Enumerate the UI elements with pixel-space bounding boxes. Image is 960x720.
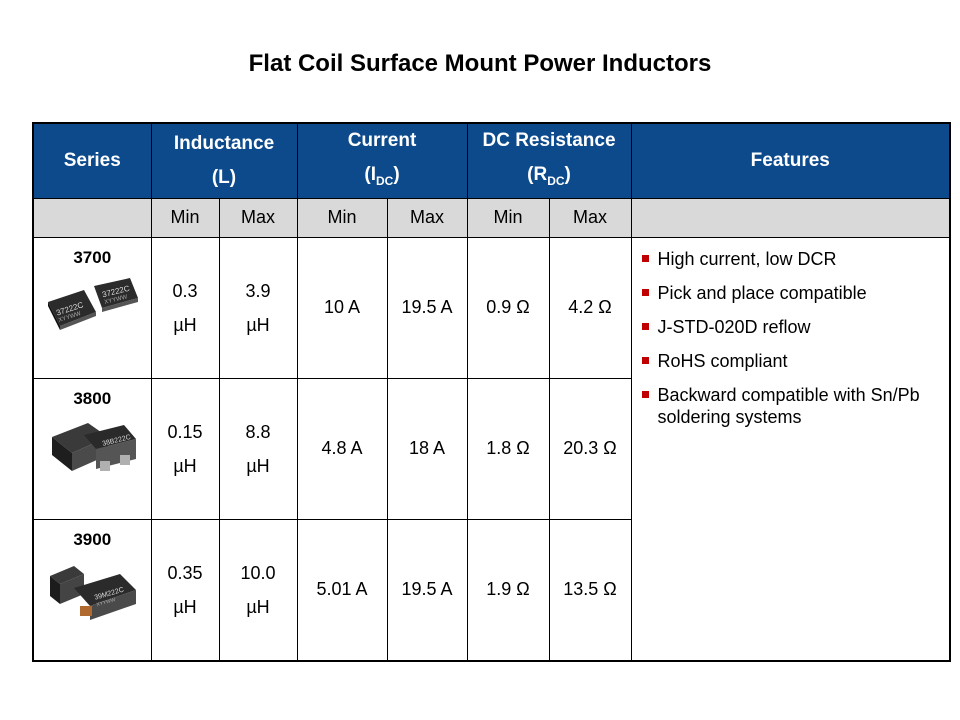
header-inductance: Inductance (L)	[150, 122, 298, 199]
table-row: 3800 38B222C 0.15 µH 8.8 µH 4.8 A 18 A 1.8…	[32, 377, 950, 520]
resistance-min: 1.9 Ω	[466, 518, 550, 662]
header-features: Features	[630, 122, 951, 199]
inductor-3800-image: 38B222C	[52, 422, 137, 471]
resistance-min: 1.8 Ω	[466, 377, 550, 520]
svg-text:XYYWW: XYYWW	[96, 597, 117, 608]
series-cell: 3800 38B222C	[32, 377, 152, 520]
header-row: Series Inductance (L) Current (IDC) DC Res…	[32, 122, 951, 199]
bullet-square-icon	[641, 254, 649, 262]
inductance-max: 8.8 µH	[218, 377, 298, 520]
subheader-min: Min	[466, 197, 550, 238]
bullet-square-icon	[641, 322, 649, 330]
subheader-max: Max	[218, 197, 298, 238]
resistance-max: 13.5 Ω	[548, 518, 632, 662]
features-cell: High current, low DCR Pick and place com…	[630, 236, 951, 662]
current-max: 18 A	[386, 377, 468, 520]
table-row: 3700 37222C XYYWW 37222C XYYWW 0.3 µH 3.9…	[32, 236, 951, 662]
features-list: High current, low DCR Pick and place com…	[641, 248, 942, 428]
inductance-max: 3.9 µH	[218, 236, 298, 379]
current-min: 4.8 A	[296, 377, 388, 520]
current-max: 19.5 A	[386, 518, 468, 662]
bullet-square-icon	[641, 390, 649, 398]
inductance-min: 0.15 µH	[150, 377, 220, 520]
inductance-min: 0.3 µH	[150, 236, 220, 379]
subheader-min: Min	[150, 197, 220, 238]
header-current: Current (IDC)	[296, 122, 468, 199]
subheader-max: Max	[548, 197, 632, 238]
series-name: 3700	[73, 247, 112, 267]
bullet-square-icon	[641, 356, 649, 364]
header-series: Series	[32, 122, 152, 199]
series-cell: 3900 39M222C XYYWW	[32, 518, 152, 662]
table-row: 3900 39M222C XYYWW 0.35 µH 10.0 µH 5.01 A …	[32, 518, 950, 662]
page-title: Flat Coil Surface Mount Power Inductors	[248, 50, 712, 77]
inductance-min: 0.35 µH	[150, 518, 220, 662]
feature-item: High current, low DCR	[641, 248, 942, 270]
current-min: 10 A	[296, 236, 388, 379]
current-min: 5.01 A	[296, 518, 388, 662]
subheader-row: Min Max Min Max Min Max	[32, 197, 951, 238]
subheader-blank	[32, 197, 152, 238]
feature-item: RoHS compliant	[641, 350, 942, 372]
inductance-max: 10.0 µH	[218, 518, 298, 662]
series-name: 3800	[73, 388, 112, 408]
svg-text:XYYWW: XYYWW	[104, 294, 128, 306]
inductor-3900-image: 39M222C XYYWW	[50, 565, 137, 620]
resistance-max: 4.2 Ω	[548, 236, 632, 379]
feature-item: Backward compatible with Sn/Pb soldering…	[641, 384, 942, 428]
header-dc-resistance: DC Resistance (RDC)	[466, 122, 632, 199]
resistance-min: 0.9 Ω	[466, 236, 550, 379]
feature-item: J-STD-020D reflow	[641, 316, 942, 338]
series-cell: 3700 37222C XYYWW 37222C XYYWW	[32, 236, 152, 379]
spec-table: Series Inductance (L) Current (IDC) DC Res…	[32, 122, 951, 662]
inductor-3700-image: 37222C XYYWW 37222C XYYWW	[48, 277, 139, 330]
series-name: 3900	[73, 529, 112, 549]
bullet-square-icon	[641, 288, 649, 296]
feature-item: Pick and place compatible	[641, 282, 942, 304]
subheader-max: Max	[386, 197, 468, 238]
subheader-min: Min	[296, 197, 388, 238]
subheader-blank	[630, 197, 951, 238]
resistance-max: 20.3 Ω	[548, 377, 632, 520]
current-max: 19.5 A	[386, 236, 468, 379]
